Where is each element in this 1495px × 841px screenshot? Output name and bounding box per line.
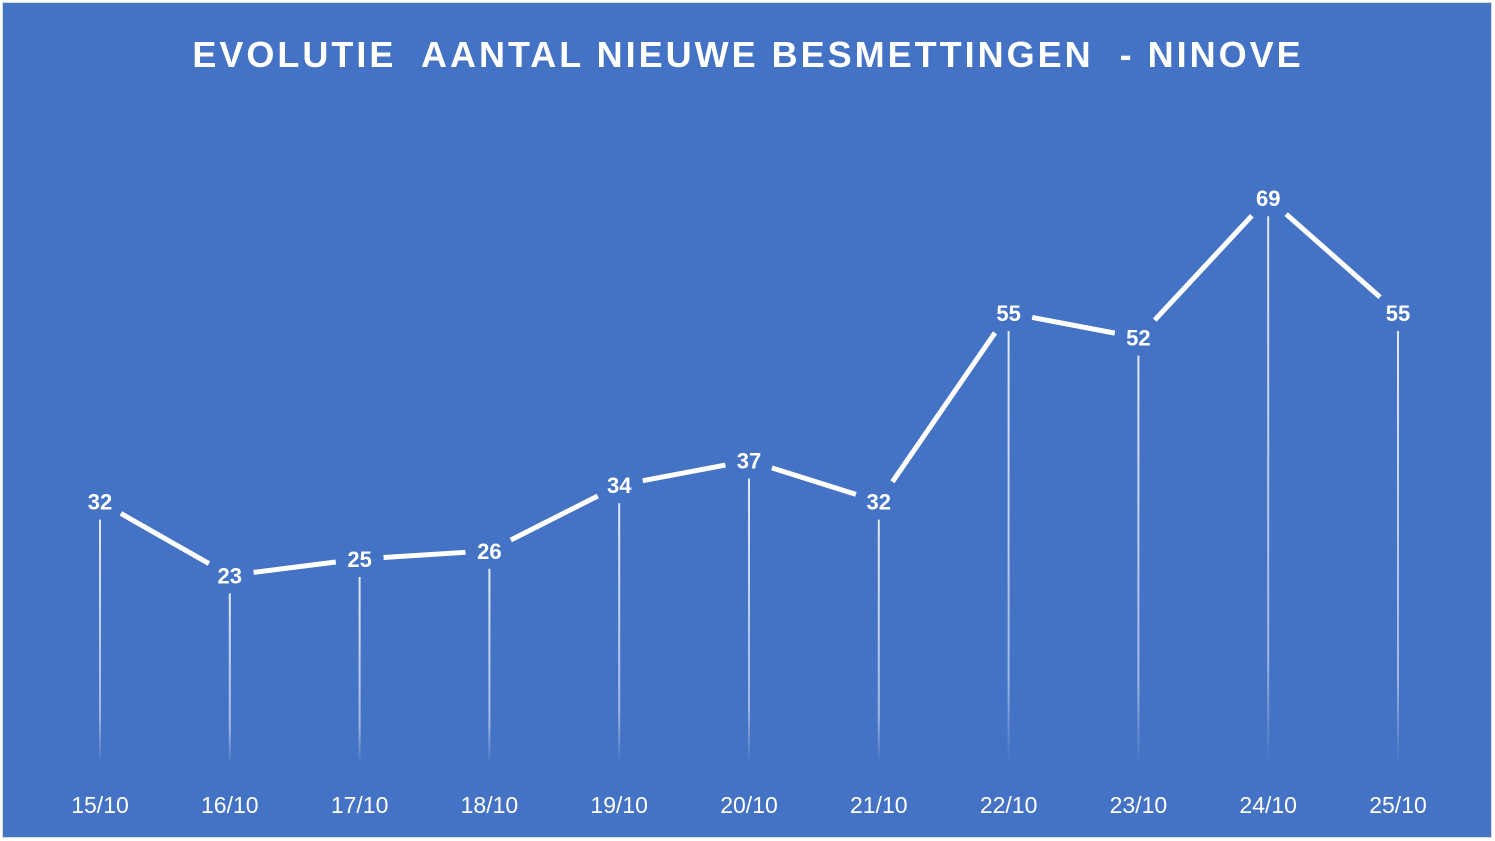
drop-line-15-10 (99, 519, 101, 764)
line-segment-2 (253, 559, 337, 575)
data-label-21-10: 32 (867, 490, 891, 515)
data-label-18-10: 26 (477, 539, 501, 564)
chart-title: EVOLUTIE AANTAL NIEUWE BESMETTINGEN - NI… (192, 34, 1303, 75)
data-label-19-10: 34 (607, 473, 632, 498)
x-tick-label-15-10: 15/10 (71, 792, 129, 818)
drop-line-18-10 (488, 568, 491, 764)
line-segment-7 (890, 331, 998, 484)
series-line (119, 212, 1382, 575)
drop-line-23-10 (1137, 355, 1140, 764)
line-segment-9 (1152, 214, 1254, 322)
drop-line-19-10 (618, 503, 621, 764)
drop-line-17-10 (358, 577, 361, 764)
x-tick-label-23-10: 23/10 (1110, 792, 1168, 818)
x-tick-label-20-10: 20/10 (720, 792, 778, 818)
line-chart: EVOLUTIE AANTAL NIEUWE BESMETTINGEN - NI… (71, 34, 1427, 818)
data-labels: 32 23 25 26 34 37 32 55 52 69 55 (88, 186, 1410, 588)
drop-line-22-10 (1007, 331, 1010, 764)
x-tick-label-17-10: 17/10 (331, 792, 389, 818)
data-label-15-10: 32 (88, 490, 112, 515)
drop-line-24-10 (1267, 216, 1270, 764)
drop-line-16-10 (228, 593, 231, 764)
drop-line-20-10 (748, 478, 750, 764)
line-segment-1 (119, 511, 211, 566)
x-tick-label-16-10: 16/10 (201, 792, 259, 818)
drop-lines (99, 216, 1399, 764)
x-tick-label-24-10: 24/10 (1239, 792, 1297, 818)
x-axis-tick-labels: 15/10 16/10 17/10 18/10 19/10 20/10 21/10 22/10… (71, 792, 1427, 818)
drop-line-21-10 (877, 519, 880, 764)
data-label-16-10: 23 (218, 563, 242, 588)
line-segment-3 (383, 549, 466, 560)
line-segment-8 (1031, 315, 1116, 336)
data-label-17-10: 25 (347, 547, 371, 572)
line-segment-10 (1284, 212, 1382, 299)
data-label-22-10: 55 (996, 301, 1020, 326)
data-label-25-10: 55 (1386, 301, 1410, 326)
data-label-20-10: 37 (737, 449, 761, 474)
x-tick-label-25-10: 25/10 (1369, 792, 1427, 818)
line-segment-6 (771, 465, 857, 497)
x-tick-label-22-10: 22/10 (980, 792, 1038, 818)
data-label-23-10: 52 (1126, 326, 1150, 351)
x-tick-label-18-10: 18/10 (461, 792, 519, 818)
x-tick-label-19-10: 19/10 (590, 792, 648, 818)
data-label-24-10: 69 (1256, 186, 1280, 211)
drop-line-25-10 (1397, 331, 1399, 764)
line-segment-5 (642, 462, 726, 484)
x-tick-label-21-10: 21/10 (850, 792, 908, 818)
line-segment-4 (509, 493, 599, 543)
